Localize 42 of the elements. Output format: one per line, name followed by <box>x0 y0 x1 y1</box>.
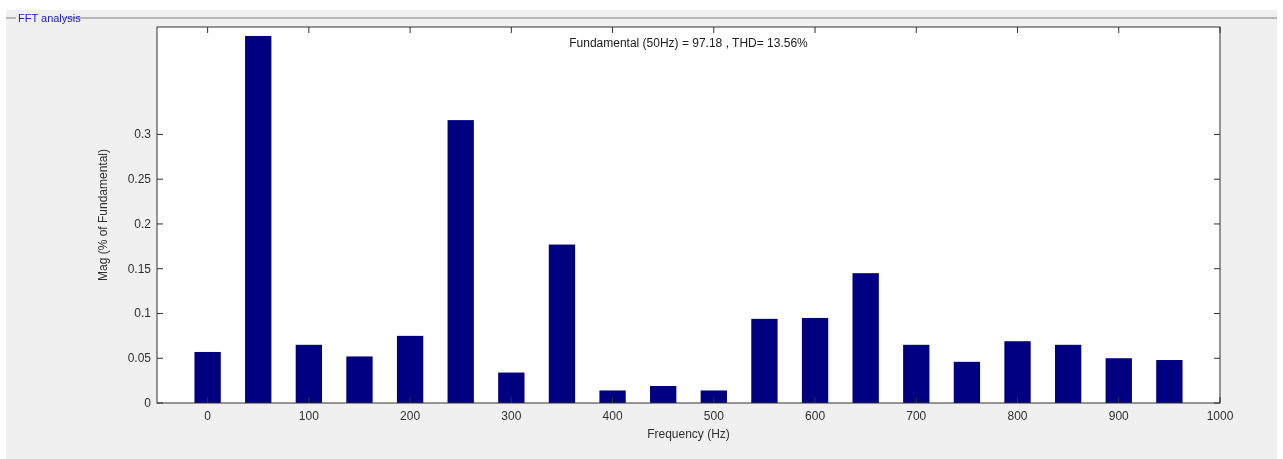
bar <box>1004 341 1031 403</box>
x-axis-title: Frequency (Hz) <box>647 427 730 441</box>
bar <box>396 335 424 403</box>
y-tick-label: 0.15 <box>127 261 152 276</box>
bar <box>953 361 981 403</box>
y-tick-label: 0.2 <box>134 216 152 231</box>
x-tick-label: 1000 <box>1206 409 1234 423</box>
x-tick-label: 0 <box>204 409 212 423</box>
y-tick-label: 0.1 <box>134 306 152 321</box>
x-tick-label: 700 <box>906 409 927 423</box>
bar <box>548 244 576 403</box>
text: FFT analysis <box>18 12 82 24</box>
bar <box>1156 360 1183 403</box>
bar <box>599 390 626 403</box>
y-tick-label: 0.3 <box>134 127 152 142</box>
bar <box>903 344 930 403</box>
x-tick-label: 600 <box>805 409 826 423</box>
x-tick-label: 500 <box>703 409 725 423</box>
y-tick-label: 0.25 <box>127 172 152 187</box>
bar <box>498 372 525 403</box>
bar <box>852 273 879 403</box>
x-tick-label: 800 <box>1007 409 1028 423</box>
bar <box>1105 358 1132 403</box>
text: Fundamental (50Hz) = 97.18 , THD= 13.56% <box>569 36 809 50</box>
bar <box>245 35 272 403</box>
y-tick-label: 0 <box>144 396 152 410</box>
bar <box>700 390 727 403</box>
bar <box>194 351 221 403</box>
x-tick-label: 100 <box>298 409 320 423</box>
bar <box>751 318 778 403</box>
y-tick-label: 0.05 <box>127 351 152 366</box>
x-tick-label: 300 <box>501 409 522 423</box>
x-tick-label: 400 <box>602 409 623 423</box>
x-tick-label: 200 <box>400 409 421 423</box>
bar <box>1054 344 1082 403</box>
x-tick-label: 900 <box>1108 409 1130 423</box>
bar <box>801 317 829 403</box>
bar <box>447 120 474 403</box>
bar <box>346 356 373 403</box>
bar <box>650 385 677 403</box>
y-axis-title: Mag (% of Fundamental) <box>96 148 110 282</box>
bar <box>295 344 323 403</box>
